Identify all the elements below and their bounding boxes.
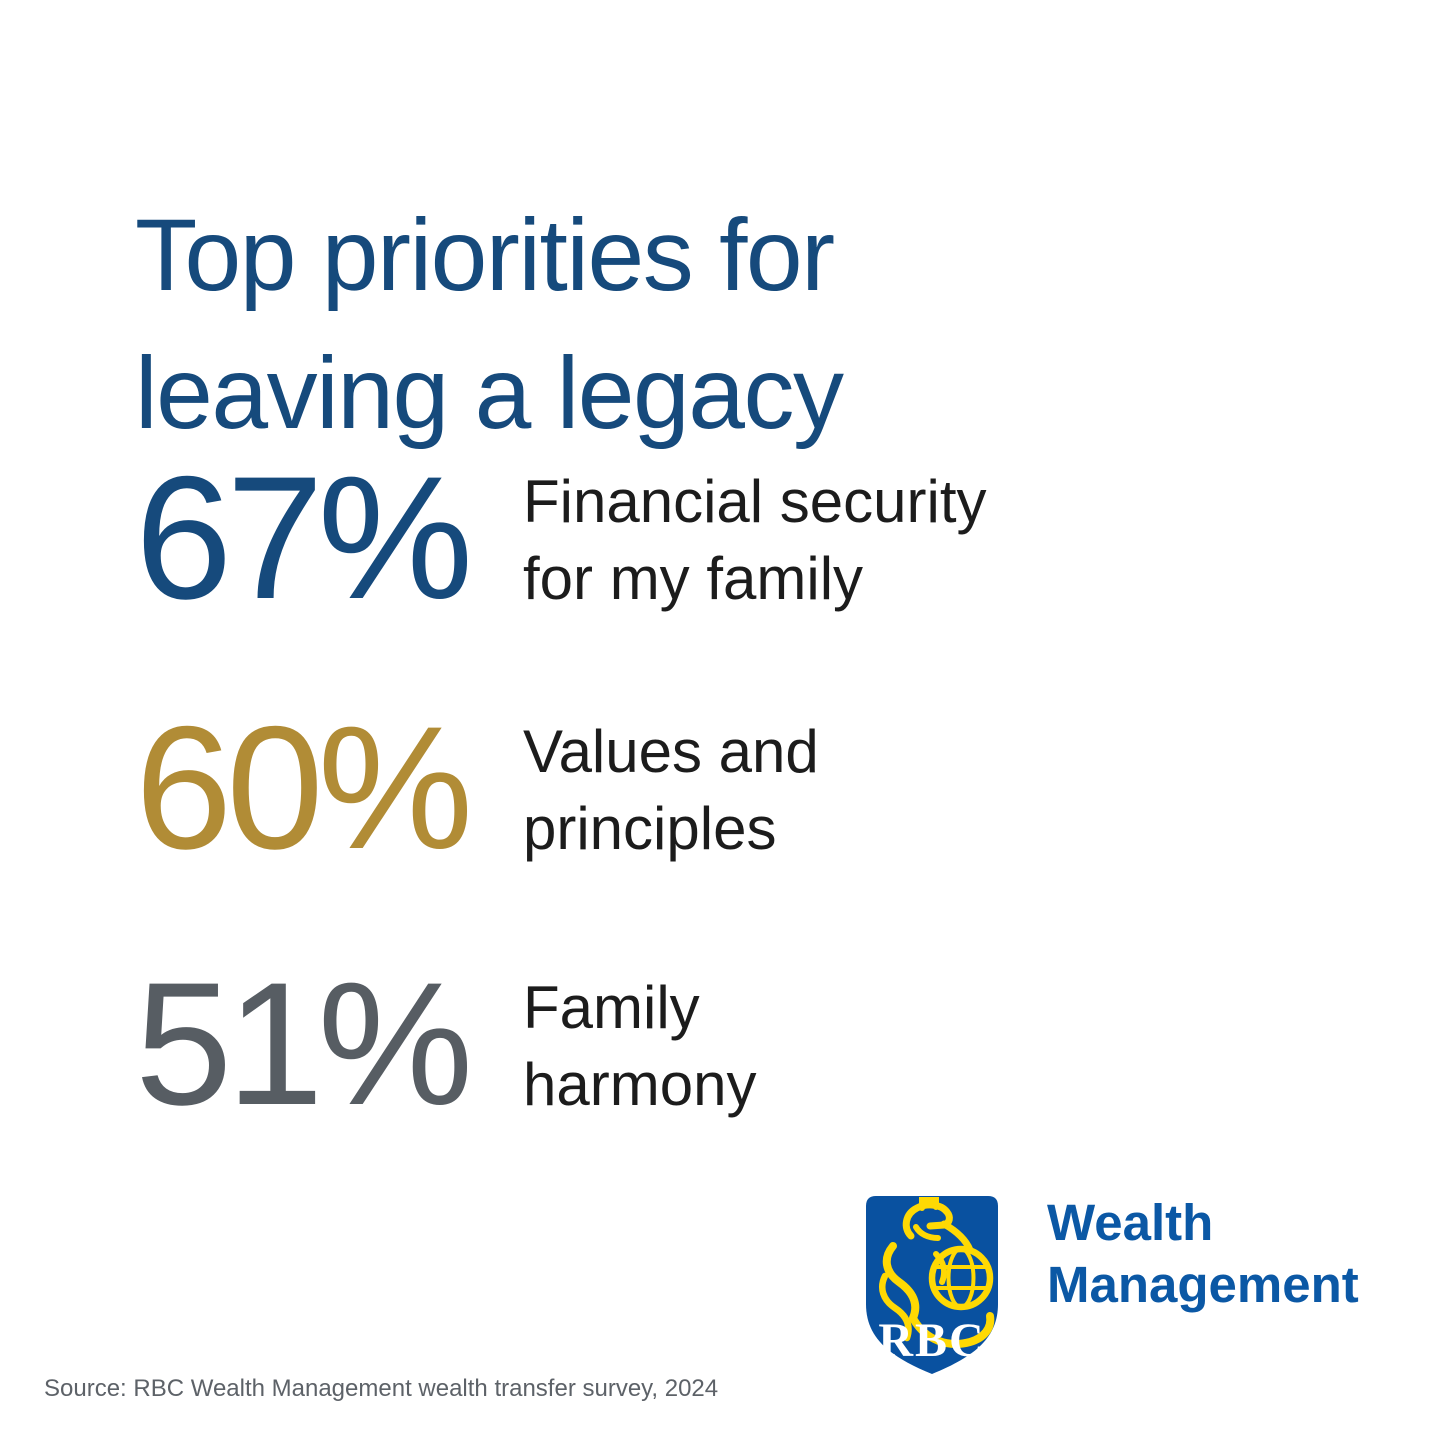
- shield-rbc-text: RBC: [878, 1314, 985, 1367]
- stat-label-line: Family: [523, 974, 700, 1041]
- rbc-shield-logo: RBC: [866, 1196, 998, 1374]
- stat-row-financial-security: 67% Financial security for my family: [135, 451, 987, 626]
- stat-row-family-harmony: 51% Family harmony: [135, 957, 756, 1132]
- stat-label-line: for my family: [523, 545, 864, 612]
- stat-value-60: 60%: [135, 691, 473, 886]
- page-title-line-2: leaving a legacy: [135, 336, 844, 451]
- stat-label-line: harmony: [523, 1051, 757, 1118]
- stat-value-51: 51%: [135, 947, 473, 1142]
- brand-name: Wealth Management: [1047, 1192, 1359, 1316]
- lion-icon: [879, 1197, 995, 1348]
- page-title: Top priorities for leaving a legacy: [135, 186, 844, 462]
- stat-label-financial-security: Financial security for my family: [523, 463, 987, 617]
- stat-value-67: 67%: [135, 441, 473, 636]
- stat-label-family-harmony: Family harmony: [523, 969, 756, 1123]
- stat-label-values-principles: Values and principles: [523, 713, 819, 867]
- stat-label-line: Financial security: [523, 468, 987, 535]
- stat-label-line: principles: [523, 795, 777, 862]
- source-note: Source: RBC Wealth Management wealth tra…: [44, 1375, 719, 1402]
- brand-name-line-2: Management: [1047, 1256, 1359, 1313]
- globe-icon: [928, 1245, 994, 1311]
- brand-lockup: RBC Wealth Management: [866, 1194, 1359, 1374]
- page-title-line-1: Top priorities for: [135, 198, 835, 313]
- brand-name-line-1: Wealth: [1047, 1194, 1214, 1251]
- stat-row-values-principles: 60% Values and principles: [135, 701, 819, 876]
- stat-label-line: Values and: [523, 718, 819, 785]
